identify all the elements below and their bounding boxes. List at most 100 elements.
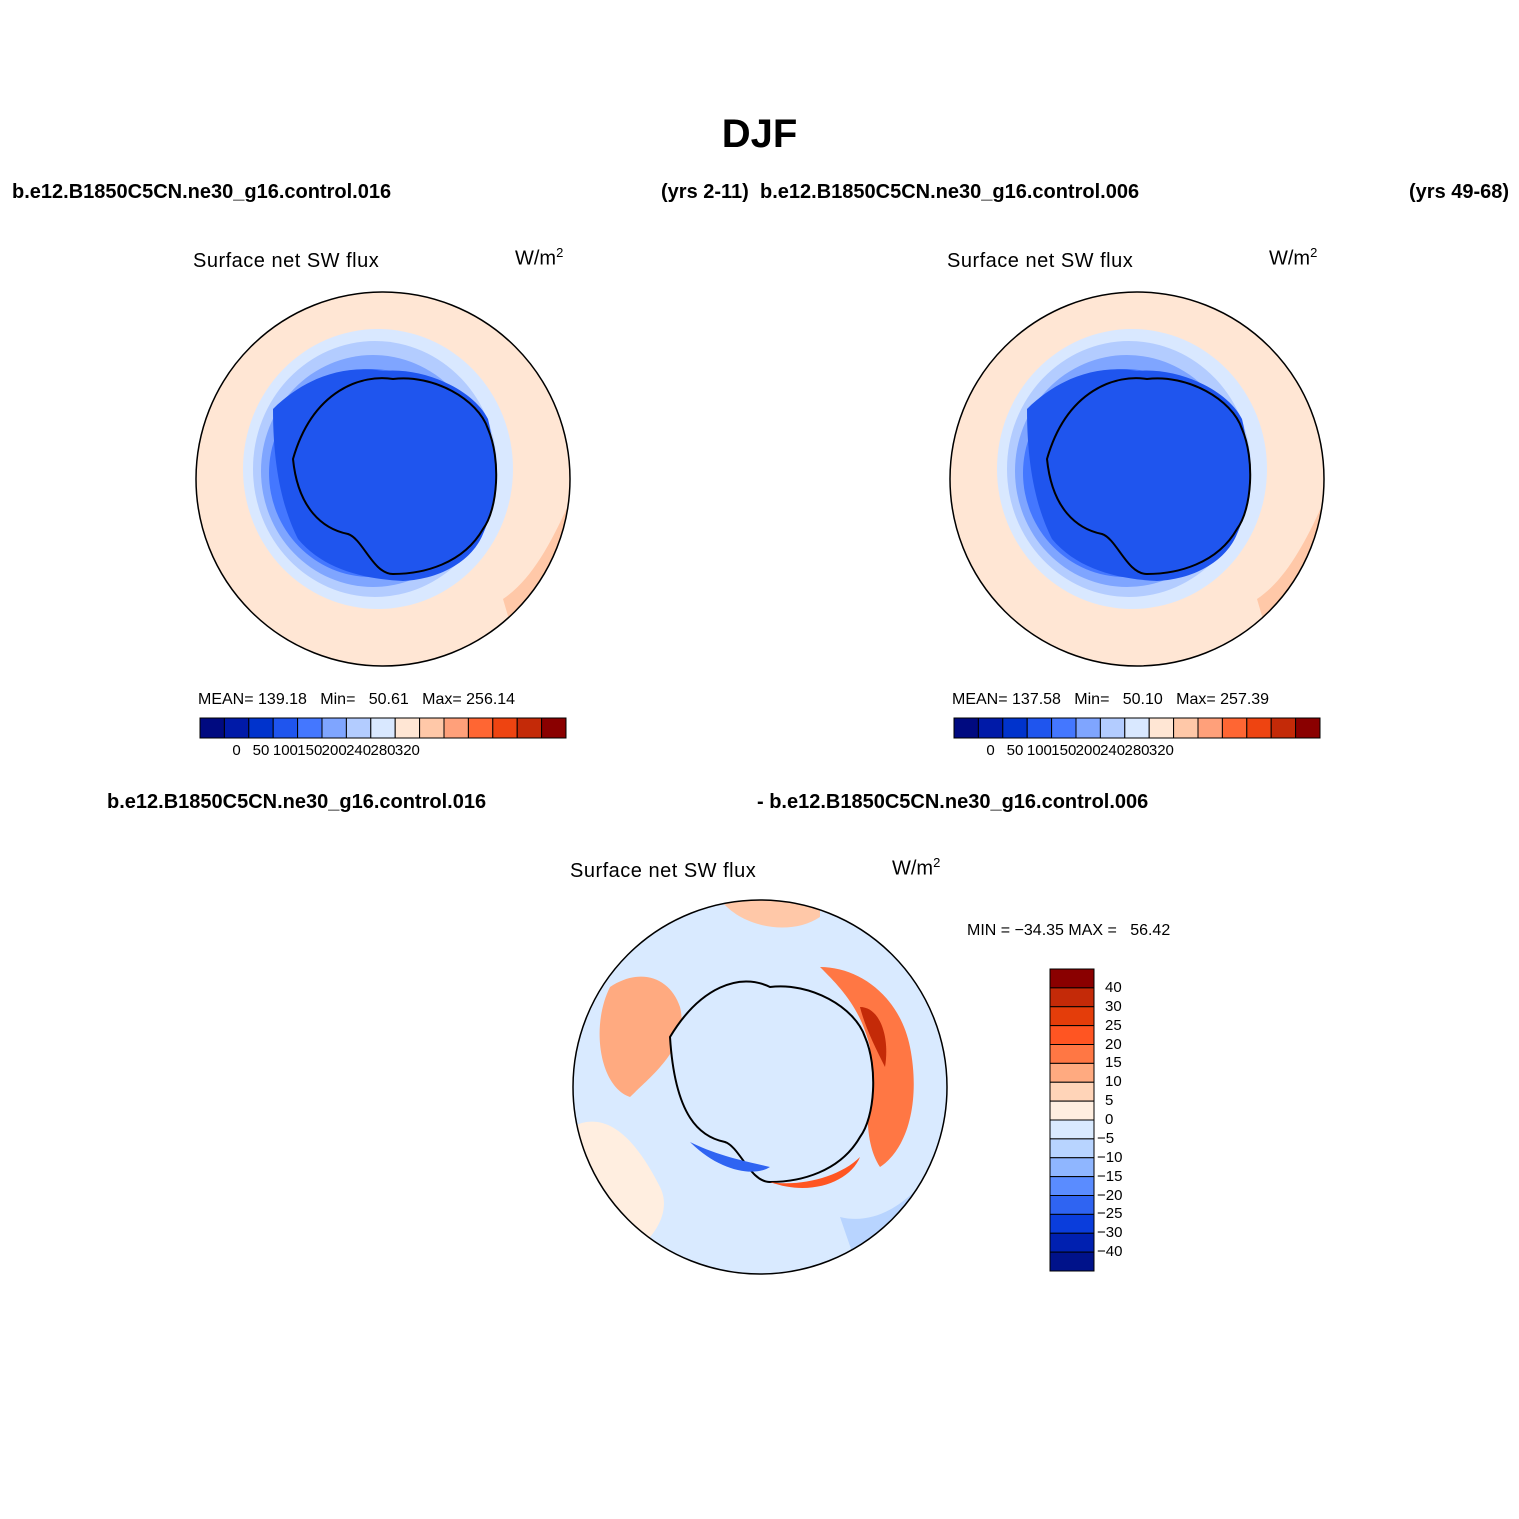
colorbar-swatch xyxy=(1049,1176,1095,1196)
colorbar-tick-label: 0 xyxy=(986,742,995,759)
colorbar-swatch xyxy=(1002,717,1028,739)
colorbar-tick-label: −30 xyxy=(1097,1224,1123,1242)
colorbar-tick-label: 20 xyxy=(1105,1035,1122,1053)
colorbar-tick-label: −40 xyxy=(1097,1243,1123,1261)
colorbar-tick-label: 320 xyxy=(1148,742,1174,759)
colorbar-tick-label: 200 xyxy=(1075,742,1101,759)
colorbar-swatch xyxy=(1051,717,1077,739)
colorbar-swatch xyxy=(1049,1044,1095,1064)
panel2-colorbar-ticks: 0 50 100 150 200 240 280 320 xyxy=(954,742,1320,762)
panel1-colorbar-ticks: 0 50 100 150 200 240 280 320 xyxy=(200,742,566,762)
colorbar-swatch xyxy=(1099,717,1126,739)
colorbar-tick-label: −20 xyxy=(1097,1186,1123,1204)
colorbar-swatch xyxy=(1049,1232,1095,1253)
colorbar-swatch xyxy=(1295,717,1321,739)
colorbar-swatch xyxy=(1049,1157,1095,1178)
colorbar-tick-label: 0 xyxy=(1105,1111,1114,1128)
colorbar-swatch xyxy=(1049,1119,1095,1140)
case-name-right: b.e12.B1850C5CN.ne30_g16.control.006 xyxy=(760,181,1140,203)
panel1-units: W/m2 xyxy=(515,245,564,270)
panel3-colorbar xyxy=(1049,968,1095,1272)
colorbar-swatch xyxy=(977,717,1004,739)
colorbar-swatch xyxy=(345,717,372,739)
colorbar-tick-label: 150 xyxy=(1051,742,1077,759)
case-name-left: b.e12.B1850C5CN.ne30_g16.control.016 xyxy=(12,181,392,203)
colorbar-tick-label: 100 xyxy=(272,742,298,759)
colorbar-swatch xyxy=(1148,717,1175,739)
panel1-title: Surface net SW flux xyxy=(193,250,380,272)
colorbar-tick-label: 5 xyxy=(1105,1092,1114,1110)
diff-case-right: - b.e12.B1850C5CN.ne30_g16.control.006 xyxy=(757,791,1149,813)
colorbar-tick-label: 15 xyxy=(1105,1054,1122,1072)
panel3-units: W/m2 xyxy=(892,855,941,880)
colorbar-swatch xyxy=(1049,1062,1095,1083)
colorbar-tick-label: 280 xyxy=(1124,742,1150,759)
colorbar-swatch xyxy=(1049,1100,1095,1121)
colorbar-swatch xyxy=(516,717,543,739)
colorbar-tick-label: 100 xyxy=(1026,742,1052,759)
colorbar-tick-label: −10 xyxy=(1097,1148,1123,1166)
panel1-stats: MEAN= 139.18 Min= 50.61 Max= 256.14 xyxy=(198,691,516,708)
colorbar-swatch xyxy=(1026,717,1053,739)
colorbar-swatch xyxy=(199,717,225,739)
colorbar-swatch xyxy=(297,717,323,739)
colorbar-tick-label: 280 xyxy=(370,742,396,759)
colorbar-swatch xyxy=(1270,717,1297,739)
panel1-colorbar xyxy=(199,717,567,739)
colorbar-swatch xyxy=(1049,1081,1095,1102)
colorbar-tick-label: 240 xyxy=(346,742,372,759)
colorbar-tick-label: −25 xyxy=(1097,1205,1123,1223)
colorbar-swatch xyxy=(1221,717,1248,739)
colorbar-swatch xyxy=(1049,1006,1095,1027)
colorbar-swatch xyxy=(419,717,445,739)
colorbar-swatch xyxy=(1049,1025,1095,1045)
colorbar-swatch xyxy=(1246,717,1272,739)
colorbar-tick-label: −15 xyxy=(1097,1167,1123,1185)
colorbar-swatch xyxy=(1049,1195,1095,1215)
colorbar-swatch xyxy=(541,717,567,739)
panel3-stats: MIN = −34.35 MAX = 56.42 xyxy=(967,922,1171,939)
colorbar-swatch xyxy=(492,717,518,739)
colorbar-swatch xyxy=(321,717,347,739)
years-right: (yrs 49-68) xyxy=(1409,181,1510,203)
colorbar-tick-label: 50 xyxy=(1006,742,1024,759)
panel3-title: Surface net SW flux xyxy=(570,860,757,882)
colorbar-tick-label: 50 xyxy=(252,742,270,759)
panel1-map xyxy=(195,291,571,667)
colorbar-swatch xyxy=(1197,717,1223,739)
panel3-map xyxy=(572,899,948,1275)
colorbar-swatch xyxy=(1075,717,1101,739)
colorbar-swatch xyxy=(370,717,396,739)
colorbar-tick-label: 10 xyxy=(1105,1073,1122,1091)
panel2-colorbar xyxy=(953,717,1321,739)
colorbar-swatch xyxy=(443,717,469,739)
colorbar-swatch xyxy=(953,717,979,739)
colorbar-tick-label: 150 xyxy=(297,742,323,759)
page-title: DJF xyxy=(721,112,798,156)
colorbar-swatch xyxy=(467,717,494,739)
colorbar-swatch xyxy=(223,717,250,739)
colorbar-swatch xyxy=(1049,968,1095,989)
colorbar-swatch xyxy=(394,717,421,739)
years-left: (yrs 2-11) xyxy=(661,181,749,203)
colorbar-tick-label: 25 xyxy=(1105,1016,1122,1034)
colorbar-swatch xyxy=(1173,717,1199,739)
colorbar-swatch xyxy=(1049,1251,1095,1272)
diff-case-left: b.e12.B1850C5CN.ne30_g16.control.016 xyxy=(107,791,487,813)
colorbar-tick-label: 40 xyxy=(1105,978,1122,996)
colorbar-tick-label: 320 xyxy=(394,742,420,759)
colorbar-swatch xyxy=(1049,1213,1095,1234)
panel2-title: Surface net SW flux xyxy=(947,250,1134,272)
colorbar-tick-label: −5 xyxy=(1097,1129,1115,1147)
colorbar-tick-label: 30 xyxy=(1105,997,1122,1015)
colorbar-swatch xyxy=(248,717,274,739)
colorbar-swatch xyxy=(1124,717,1150,739)
colorbar-swatch xyxy=(1049,987,1095,1008)
panel2-map xyxy=(949,291,1325,667)
panel3-colorbar-ticks: 40 30 25 20 15 10 5 0 −5 −10 −15 −20 −25 −30 −40 xyxy=(1097,969,1160,1271)
colorbar-swatch xyxy=(272,717,299,739)
panel2-units: W/m2 xyxy=(1269,245,1318,270)
panel2-stats: MEAN= 137.58 Min= 50.10 Max= 257.39 xyxy=(952,691,1270,708)
colorbar-tick-label: 0 xyxy=(232,742,241,759)
colorbar-swatch xyxy=(1049,1138,1095,1159)
